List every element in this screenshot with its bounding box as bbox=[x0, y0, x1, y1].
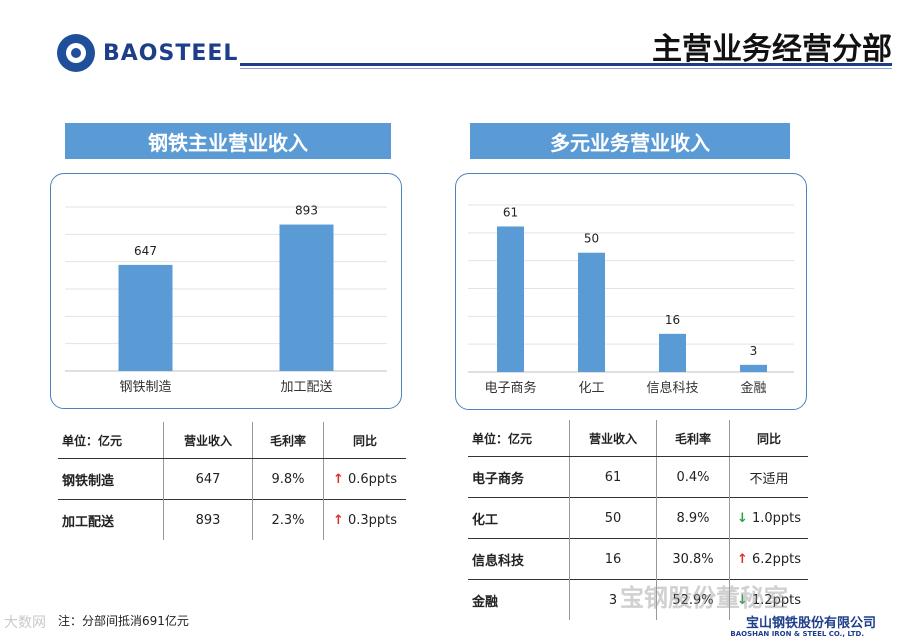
yoy-cell: ↓ 1.0ppts bbox=[729, 497, 808, 539]
header-unit: 单位：亿元 bbox=[58, 422, 164, 459]
diversified-chart-value-label: 16 bbox=[665, 313, 680, 327]
down-arrow-icon: ↓ bbox=[736, 592, 748, 608]
table-row: 金融 3 52.9% ↓ 1.2ppts bbox=[468, 579, 808, 620]
diversified-chart-value-label: 61 bbox=[503, 205, 518, 219]
table-header-row: 单位：亿元 营业收入 毛利率 同比 bbox=[468, 420, 808, 457]
title-divider bbox=[240, 63, 892, 66]
header-revenue: 营业收入 bbox=[569, 420, 657, 457]
margin-cell: 9.8% bbox=[252, 458, 324, 500]
segment-name-cell: 金融 bbox=[468, 579, 570, 620]
margin-cell: 0.4% bbox=[656, 456, 730, 498]
steel-revenue-chart-svg: 647 钢铁制造 893 加工配送 bbox=[65, 204, 387, 395]
margin-cell: 52.9% bbox=[656, 579, 730, 620]
table-row: 信息科技 16 30.8% ↑ 6.2ppts bbox=[468, 538, 808, 580]
steel-chart-bar bbox=[279, 224, 334, 371]
yoy-cell: ↑ 0.3ppts bbox=[323, 499, 406, 540]
margin-cell: 30.8% bbox=[656, 538, 730, 580]
wechat-watermark: 宝钢股份董秘室 bbox=[620, 584, 788, 612]
yoy-value: 6.2ppts bbox=[751, 551, 802, 567]
diversified-chart-category-label: 电子商务 bbox=[484, 380, 536, 396]
diversified-chart-category-label: 化工 bbox=[578, 381, 604, 396]
diversified-chart-value-label: 3 bbox=[750, 344, 758, 358]
baosteel-logo: BAOSTEEL bbox=[57, 34, 238, 72]
site-watermark: 大数网 bbox=[4, 615, 46, 631]
steel-revenue-banner: 钢铁主业营业收入 bbox=[65, 123, 391, 159]
diversified-chart-category-label: 信息科技 bbox=[646, 380, 698, 396]
segment-name-cell: 电子商务 bbox=[472, 471, 525, 487]
diversified-revenue-banner: 多元业务营业收入 bbox=[470, 123, 790, 159]
page-title: 主营业务经营分部 bbox=[652, 32, 892, 67]
diversified-segment-table: 单位：亿元 营业收入 毛利率 同比 电子商务 61 0.4% 不适用 化工 50 8.9% ↓… bbox=[468, 420, 808, 620]
yoy-value: 0.3ppts bbox=[347, 512, 398, 528]
yoy-value: 1.2ppts bbox=[751, 592, 802, 608]
yoy-cell: ↑ 6.2ppts bbox=[729, 538, 808, 580]
steel-chart-value-label: 893 bbox=[295, 204, 318, 218]
up-arrow-icon: ↑ bbox=[332, 512, 344, 528]
diversified-chart-category-label: 金融 bbox=[740, 380, 766, 396]
revenue-cell: 647 bbox=[163, 458, 253, 500]
down-arrow-icon: ↓ bbox=[736, 510, 748, 526]
steel-chart-category-label: 加工配送 bbox=[280, 380, 332, 395]
table-header-row: 单位：亿元 营业收入 毛利率 同比 bbox=[58, 422, 406, 459]
yoy-cell: 不适用 bbox=[729, 456, 808, 498]
footnote: 注：分部间抵消691亿元 bbox=[58, 614, 189, 628]
header-margin: 毛利率 bbox=[252, 422, 324, 459]
diversified-revenue-chart-svg: 61 电子商务 50 化工 16 信息科技 3 金融 bbox=[468, 204, 794, 396]
header-yoy: 同比 bbox=[323, 422, 406, 459]
up-arrow-icon: ↑ bbox=[332, 471, 344, 487]
header-revenue: 营业收入 bbox=[163, 422, 253, 459]
steel-segment-table: 单位：亿元 营业收入 毛利率 同比 钢铁制造 647 9.8% ↑ 0.6ppts 加工… bbox=[58, 422, 406, 540]
footer-company-en: BAOSHAN IRON & STEEL CO., LTD. bbox=[730, 630, 864, 638]
steel-revenue-chart: 647 钢铁制造 893 加工配送 bbox=[50, 173, 402, 409]
header-unit: 单位：亿元 bbox=[468, 420, 570, 457]
diversified-chart-value-label: 50 bbox=[584, 232, 599, 246]
diversified-chart-bar bbox=[578, 252, 605, 372]
table-row: 钢铁制造 647 9.8% ↑ 0.6ppts bbox=[58, 458, 406, 500]
table-row: 加工配送 893 2.3% ↑ 0.3ppts bbox=[58, 499, 406, 540]
margin-cell: 8.9% bbox=[656, 497, 730, 539]
diversified-chart-bar bbox=[497, 226, 524, 372]
diversified-revenue-chart: 61 电子商务 50 化工 16 信息科技 3 金融 bbox=[455, 173, 807, 410]
diversified-chart-bar bbox=[659, 333, 686, 372]
yoy-cell: ↑ 0.6ppts bbox=[323, 458, 406, 500]
steel-chart-category-label: 钢铁制造 bbox=[119, 380, 171, 395]
title-divider-thin bbox=[240, 68, 892, 69]
header-yoy: 同比 bbox=[729, 420, 808, 457]
revenue-cell: 3 bbox=[569, 579, 657, 620]
up-arrow-icon: ↑ bbox=[736, 551, 748, 567]
yoy-cell: ↓ 1.2ppts bbox=[729, 579, 808, 620]
revenue-cell: 16 bbox=[569, 538, 657, 580]
footer-company-cn: 宝山钢铁股份有限公司 bbox=[745, 616, 876, 631]
segment-name-cell: 加工配送 bbox=[58, 499, 164, 540]
revenue-cell: 893 bbox=[163, 499, 253, 540]
yoy-value: 不适用 bbox=[749, 471, 789, 487]
revenue-cell: 61 bbox=[569, 456, 657, 498]
diversified-chart-bar bbox=[740, 364, 767, 372]
revenue-cell: 50 bbox=[569, 497, 657, 539]
baosteel-emblem-icon bbox=[57, 34, 95, 72]
segment-name-cell: 钢铁制造 bbox=[62, 473, 115, 489]
yoy-value: 0.6ppts bbox=[347, 471, 398, 487]
steel-chart-value-label: 647 bbox=[134, 244, 157, 258]
segment-name-cell: 化工 bbox=[468, 497, 570, 539]
segment-name-cell: 信息科技 bbox=[468, 538, 570, 580]
table-row: 电子商务 61 0.4% 不适用 bbox=[468, 456, 808, 498]
brand-name: BAOSTEEL bbox=[103, 40, 239, 66]
header-margin: 毛利率 bbox=[656, 420, 730, 457]
yoy-value: 1.0ppts bbox=[751, 510, 802, 526]
margin-cell: 2.3% bbox=[252, 499, 324, 540]
steel-chart-bar bbox=[118, 264, 173, 371]
table-row: 化工 50 8.9% ↓ 1.0ppts bbox=[468, 497, 808, 539]
